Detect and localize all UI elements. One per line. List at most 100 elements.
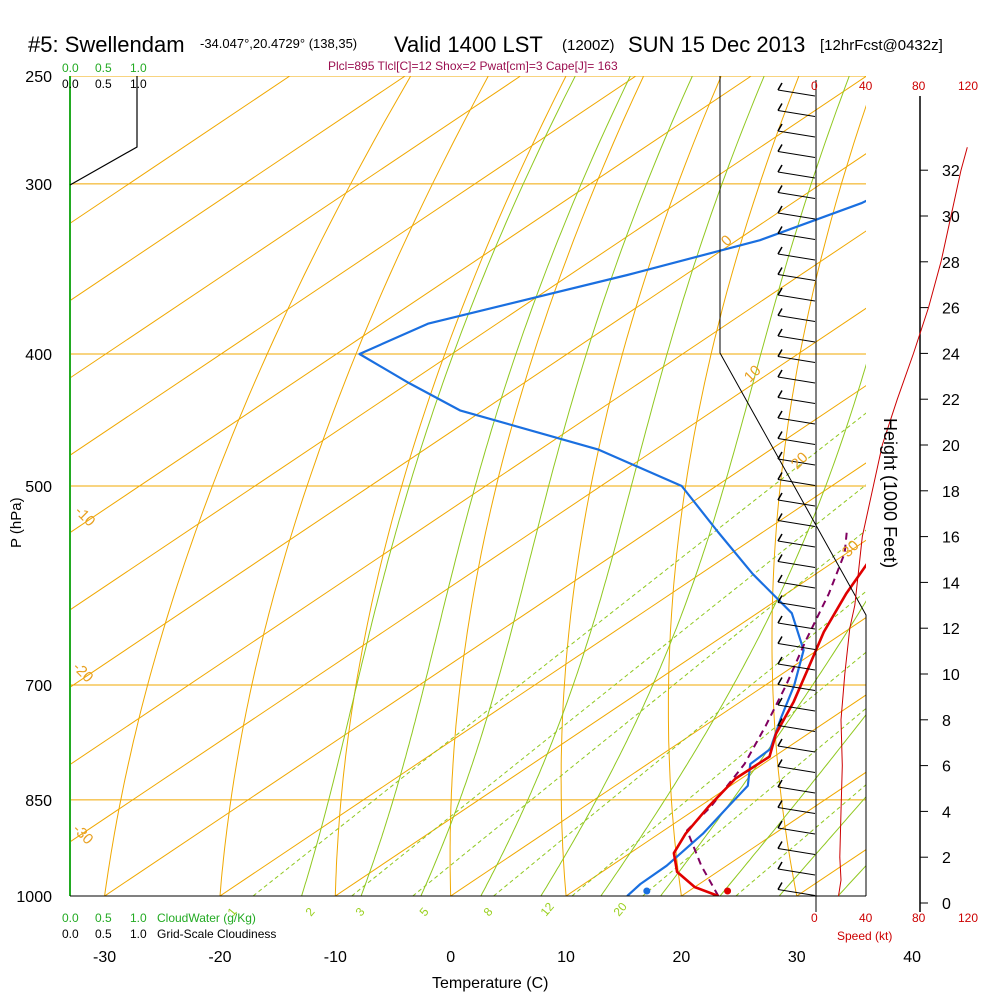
wind-barb xyxy=(777,253,816,261)
speed-tick-0-top: 0 xyxy=(811,79,818,93)
isotherm-line xyxy=(70,76,291,224)
wind-barb xyxy=(777,889,816,896)
wind-barb xyxy=(777,130,816,138)
wind-barb-flag xyxy=(777,123,783,132)
surface-dewpoint-dot xyxy=(643,887,651,895)
wind-barb-flag xyxy=(777,595,783,603)
speed-tick-1-bottom: 40 xyxy=(859,911,873,925)
height-tick-label: 8 xyxy=(942,713,951,730)
wind-barb-flag xyxy=(777,185,783,193)
height-tick-label: 32 xyxy=(942,163,960,180)
wind-barb-flag xyxy=(777,205,783,214)
parcel-trace xyxy=(686,531,848,896)
cloudiness-profile xyxy=(69,76,138,186)
height-tick-label: 28 xyxy=(942,255,960,272)
dry-adiabat-label: -30 xyxy=(69,821,96,848)
isotherm-label: 20 xyxy=(788,449,812,473)
wind-barb xyxy=(777,397,816,404)
wind-barb xyxy=(777,561,816,568)
y-tick-label: 850 xyxy=(25,793,52,810)
height-tick-label: 4 xyxy=(942,804,951,821)
wind-barb xyxy=(777,725,816,732)
wind-barb xyxy=(777,684,816,691)
surface-temperature-dot xyxy=(724,887,732,895)
wind-barb-flag xyxy=(777,246,783,255)
isotherm-line xyxy=(70,76,752,534)
wind-barb-flag xyxy=(777,697,783,706)
wind-barb-flag xyxy=(777,390,783,398)
wind-barb-flag xyxy=(777,513,783,521)
moist-adiabat xyxy=(480,76,765,896)
profile-traces xyxy=(358,199,866,896)
wind-barb xyxy=(777,212,816,220)
cloudiness-tick-1-bottom: 0.5 xyxy=(95,927,112,941)
isotherm-line xyxy=(70,76,866,611)
y-tick-label: 400 xyxy=(25,347,52,364)
y-tick-label: 700 xyxy=(25,678,52,695)
cloudwater-tick-2-top: 1.0 xyxy=(130,61,147,75)
dry-adiabat xyxy=(449,76,645,896)
wind-barb xyxy=(777,192,816,199)
mixing-ratio-line xyxy=(571,651,866,896)
cloudiness-tick-0-top: 0.0 xyxy=(62,77,79,91)
thermo-grid xyxy=(70,52,1000,925)
wind-barb-flag xyxy=(777,738,783,747)
height-tick-label: 14 xyxy=(942,575,960,592)
wind-barb-flag xyxy=(777,451,783,460)
wind-barb-flag xyxy=(777,554,783,562)
dry-adiabat-label: -10 xyxy=(71,503,98,530)
isotherm-line xyxy=(335,539,866,896)
wind-barb-flag xyxy=(777,636,783,644)
dry-adiabat xyxy=(969,52,1000,925)
height-tick-label: 22 xyxy=(942,392,960,409)
mixing-ratio-label: 5 xyxy=(417,905,432,919)
wind-barb xyxy=(777,335,816,343)
cloudiness-tick-1-top: 0.5 xyxy=(95,77,112,91)
wind-barb xyxy=(777,848,816,855)
y-tick-label: 1000 xyxy=(16,889,52,906)
wind-barb xyxy=(777,315,816,322)
wind-barb-flag xyxy=(777,800,783,808)
wind-barb-flag xyxy=(777,677,783,685)
isotherm-line xyxy=(70,230,866,766)
x-tick-label: -30 xyxy=(93,949,116,966)
height-tick-label: 18 xyxy=(942,484,960,501)
wind-barb xyxy=(777,786,816,794)
height-tick-label: 0 xyxy=(942,896,951,913)
x-tick-label: 40 xyxy=(903,949,921,966)
valid-date: SUN 15 Dec 2013 xyxy=(628,32,805,57)
wind-barb xyxy=(777,376,816,384)
wind-barb-flag xyxy=(777,472,783,480)
temperature-trace xyxy=(672,563,866,896)
isotherm-line xyxy=(70,76,521,379)
cloudwater-tick-1-top: 0.5 xyxy=(95,61,112,75)
wind-barb-flag xyxy=(777,882,783,890)
moist-adiabat xyxy=(778,795,866,896)
x-tick-label: 30 xyxy=(788,949,806,966)
wind-barb-flag xyxy=(777,492,783,501)
valid-time: Valid 1400 LST xyxy=(394,32,543,57)
station-coords: -34.047°,20.4729° (138,35) xyxy=(200,36,357,51)
dry-adiabat xyxy=(667,76,800,896)
cloudiness-tick-2-top: 1.0 xyxy=(130,77,147,91)
speed-tick-1-top: 40 xyxy=(859,79,873,93)
y-tick-label: 300 xyxy=(25,177,52,194)
mixing-ratio-label: 20 xyxy=(611,899,631,918)
mixing-ratio-label: 12 xyxy=(538,899,558,918)
wind-barb-flag xyxy=(777,841,783,849)
height-tick-label: 30 xyxy=(942,209,960,226)
height-tick-label: 6 xyxy=(942,759,951,776)
wind-barb-flag xyxy=(777,349,783,357)
wind-barb-flag xyxy=(777,779,783,788)
wind-barb xyxy=(777,663,816,671)
wind-barb xyxy=(777,438,816,445)
wind-barb xyxy=(777,89,816,97)
wind-barb-flag xyxy=(777,226,783,234)
mixing-ratio-label: 2 xyxy=(303,905,318,919)
isotherm-line xyxy=(70,307,866,843)
cloudwater-tick-2-bottom: 1.0 xyxy=(130,911,147,925)
isotherm-line xyxy=(104,385,866,896)
moist-adiabat xyxy=(659,600,866,896)
wind-barb-flag xyxy=(777,164,783,173)
